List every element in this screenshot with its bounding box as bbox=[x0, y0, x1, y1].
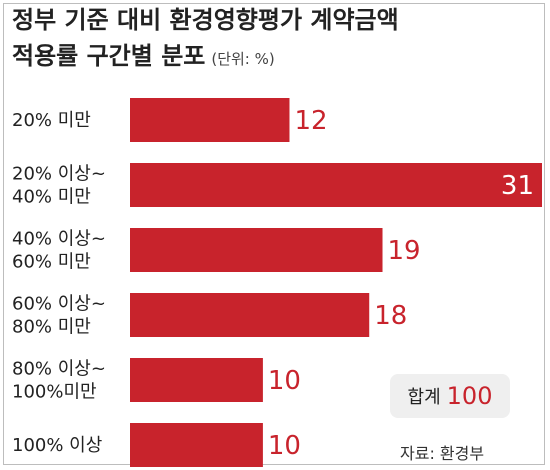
value-label-3: 18 bbox=[374, 301, 407, 331]
bar-4 bbox=[130, 358, 263, 402]
total-badge: 합계 100 bbox=[390, 374, 510, 418]
value-label-1: 31 bbox=[501, 171, 534, 201]
chart-title: 정부 기준 대비 환경영향평가 계약금액 적용률 구간별 분포 (단위: %) bbox=[12, 2, 399, 77]
bar-2 bbox=[130, 228, 383, 272]
value-label-0: 12 bbox=[294, 106, 327, 136]
total-value: 100 bbox=[446, 382, 493, 410]
source-note: 자료: 환경부 bbox=[400, 444, 485, 463]
title-line-1: 정부 기준 대비 환경영향평가 계약금액 bbox=[12, 6, 399, 34]
category-label-2: 40% 이상~ 60% 미만 bbox=[12, 229, 106, 273]
value-label-5: 10 bbox=[268, 431, 301, 461]
bar-0 bbox=[130, 98, 290, 142]
category-label-0: 20% 미만 bbox=[12, 110, 91, 131]
category-label-3: 60% 이상~ 80% 미만 bbox=[12, 294, 106, 338]
bar-5 bbox=[130, 423, 263, 467]
value-label-4: 10 bbox=[268, 366, 301, 396]
value-label-2: 19 bbox=[388, 236, 421, 266]
total-label: 합계 bbox=[407, 387, 441, 408]
title-line-2-text: 적용률 구간별 분포 bbox=[12, 42, 206, 70]
title-line-2: 적용률 구간별 분포 (단위: %) bbox=[12, 38, 399, 77]
category-label-5: 100% 이상 bbox=[12, 435, 102, 456]
chart-frame bbox=[3, 3, 545, 465]
category-label-1: 20% 이상~ 40% 미만 bbox=[12, 164, 106, 208]
bar-3 bbox=[130, 293, 370, 337]
unit-label: (단위: %) bbox=[211, 50, 275, 68]
category-label-4: 80% 이상~ 100%미만 bbox=[12, 359, 106, 403]
bar-1 bbox=[130, 163, 542, 207]
